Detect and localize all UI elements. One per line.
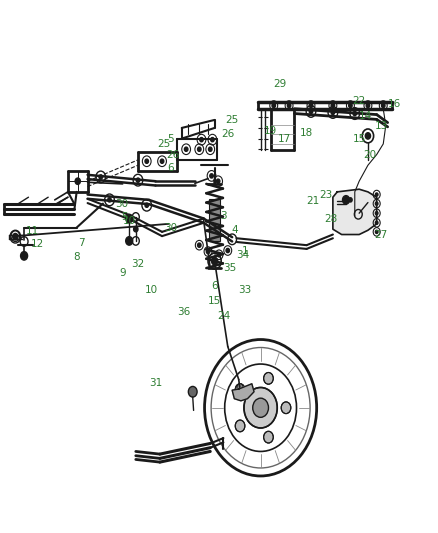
Text: 13: 13 <box>374 122 388 131</box>
Circle shape <box>264 373 273 384</box>
Circle shape <box>13 233 18 240</box>
Circle shape <box>253 398 268 417</box>
Text: 5: 5 <box>167 134 174 143</box>
Text: 19: 19 <box>264 126 277 135</box>
Circle shape <box>343 196 350 204</box>
Circle shape <box>211 138 214 142</box>
Polygon shape <box>333 189 377 235</box>
Circle shape <box>331 103 335 108</box>
Circle shape <box>208 147 212 151</box>
Circle shape <box>217 253 221 257</box>
Circle shape <box>210 174 213 178</box>
Circle shape <box>381 103 385 108</box>
Circle shape <box>21 252 28 260</box>
Circle shape <box>375 193 378 196</box>
Text: 25: 25 <box>158 139 171 149</box>
Circle shape <box>281 402 291 414</box>
Circle shape <box>309 109 313 114</box>
Circle shape <box>235 420 245 432</box>
Circle shape <box>184 147 188 151</box>
Text: 6: 6 <box>211 281 218 291</box>
Circle shape <box>353 111 357 116</box>
Circle shape <box>136 178 140 182</box>
Text: 3: 3 <box>220 211 227 221</box>
Text: 15: 15 <box>353 134 366 143</box>
Circle shape <box>331 110 335 115</box>
Text: 36: 36 <box>177 307 191 317</box>
Circle shape <box>235 384 245 395</box>
Text: 35: 35 <box>223 263 237 272</box>
Circle shape <box>145 203 148 207</box>
Text: 26: 26 <box>221 130 234 139</box>
Circle shape <box>206 249 210 254</box>
Text: 6: 6 <box>167 163 174 173</box>
Text: 14: 14 <box>359 111 372 120</box>
Text: 21: 21 <box>307 196 320 206</box>
Circle shape <box>188 386 197 397</box>
Text: 20: 20 <box>364 150 377 159</box>
Text: 33: 33 <box>239 286 252 295</box>
Text: 1: 1 <box>242 246 249 255</box>
Text: 4: 4 <box>231 225 238 235</box>
Circle shape <box>375 202 378 205</box>
Circle shape <box>212 257 218 265</box>
Circle shape <box>108 198 111 202</box>
Text: 27: 27 <box>374 230 388 239</box>
Circle shape <box>126 237 133 245</box>
Text: 34: 34 <box>237 250 250 260</box>
Text: 28: 28 <box>324 214 337 223</box>
Circle shape <box>375 230 378 233</box>
Text: 24: 24 <box>217 311 230 320</box>
Circle shape <box>244 387 277 428</box>
Circle shape <box>247 386 253 394</box>
Text: 11: 11 <box>26 227 39 236</box>
Circle shape <box>375 221 378 224</box>
Circle shape <box>198 243 201 247</box>
Text: 10: 10 <box>145 286 158 295</box>
Circle shape <box>134 227 138 232</box>
Text: 12: 12 <box>31 239 44 248</box>
Circle shape <box>198 147 201 151</box>
Circle shape <box>160 159 164 164</box>
Circle shape <box>75 178 80 184</box>
Circle shape <box>126 214 133 223</box>
Circle shape <box>145 159 148 164</box>
Circle shape <box>287 103 291 108</box>
Circle shape <box>264 431 273 443</box>
Text: 18: 18 <box>300 128 313 138</box>
Polygon shape <box>232 384 254 401</box>
Text: 5: 5 <box>121 212 128 222</box>
Circle shape <box>99 175 102 179</box>
Text: 22: 22 <box>353 96 366 106</box>
Text: 30: 30 <box>115 199 128 208</box>
Text: 7: 7 <box>78 238 85 247</box>
Circle shape <box>349 198 352 202</box>
Bar <box>209 199 220 241</box>
Text: 29: 29 <box>274 79 287 89</box>
Circle shape <box>237 384 243 391</box>
Text: 16: 16 <box>388 99 401 109</box>
Text: 25: 25 <box>226 115 239 125</box>
Text: 30: 30 <box>164 223 177 232</box>
Circle shape <box>349 103 352 108</box>
Text: 10: 10 <box>123 216 136 226</box>
Text: 8: 8 <box>73 252 80 262</box>
Text: 9: 9 <box>119 268 126 278</box>
Text: 15: 15 <box>208 296 221 305</box>
Text: 17: 17 <box>278 134 291 143</box>
Circle shape <box>365 133 371 139</box>
Circle shape <box>309 103 313 108</box>
Circle shape <box>200 138 203 142</box>
Text: 32: 32 <box>131 259 145 269</box>
Circle shape <box>226 248 230 253</box>
Text: 31: 31 <box>149 378 162 387</box>
Circle shape <box>272 103 276 108</box>
Circle shape <box>216 179 220 183</box>
Circle shape <box>366 103 370 108</box>
Text: 26: 26 <box>166 150 180 159</box>
Circle shape <box>375 212 378 215</box>
Text: 23: 23 <box>320 190 333 199</box>
